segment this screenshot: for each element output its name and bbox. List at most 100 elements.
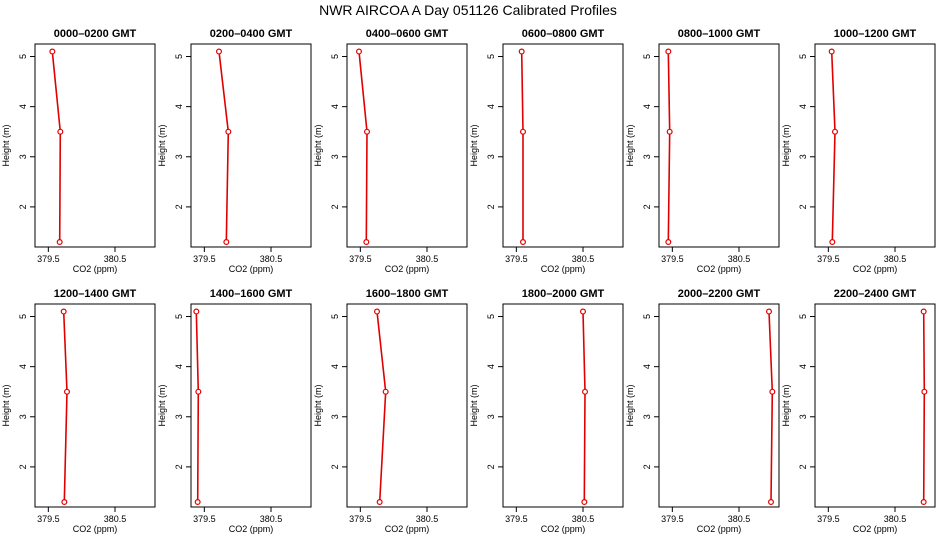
x-axis-label: CO2 (ppm) [73,264,118,274]
x-axis-label: CO2 (ppm) [385,264,430,274]
x-axis-label: CO2 (ppm) [73,524,118,534]
panel-title: 0400–0600 GMT [366,28,449,40]
y-tick-label: 4 [486,364,496,369]
data-point [194,498,201,505]
y-tick-label: 3 [174,154,184,159]
x-axis-label: CO2 (ppm) [229,524,274,534]
y-tick-label: 2 [330,464,340,469]
data-point [666,128,673,135]
x-axis-label: CO2 (ppm) [385,524,430,534]
y-axis-label: Height (m) [625,124,635,166]
y-tick-label: 2 [486,204,496,209]
data-point [519,238,526,245]
profile-line [218,51,230,243]
x-tick-label: 379.5 [349,254,372,264]
profile-line [62,311,68,503]
x-tick-label: 379.5 [505,514,528,524]
profile-line [768,311,774,503]
y-axis-label: Height (m) [781,124,791,166]
profile-line [582,311,586,503]
y-tick-label: 3 [642,154,652,159]
y-axis-label: Height (m) [625,384,635,426]
y-tick-label: 4 [330,364,340,369]
y-tick-label: 4 [798,364,808,369]
x-tick-label: 380.5 [572,254,595,264]
y-tick-label: 5 [486,54,496,59]
data-point [581,498,588,505]
y-tick-label: 5 [798,314,808,319]
profile-panel: 2200–2400 GMT 379.5 380.5 2 3 4 5 CO2 (ppm) Heig… [781,288,936,534]
y-tick-label: 5 [18,314,28,319]
y-tick-label: 3 [798,414,808,419]
x-tick-label: 380.5 [728,514,751,524]
x-tick-label: 379.5 [349,514,372,524]
y-tick-label: 5 [174,54,184,59]
x-tick-label: 379.5 [817,514,840,524]
profile-line [667,51,671,243]
panel-title: 0000–0200 GMT [54,28,137,40]
x-tick-label: 380.5 [884,254,907,264]
figure-title: NWR AIRCOA A Day 051126 Calibrated Profi… [319,2,617,18]
data-point [769,388,776,395]
y-axis-label: Height (m) [1,124,11,166]
panel-title: 0800–1000 GMT [678,28,761,40]
y-axis-label: Height (m) [469,124,479,166]
y-axis-label: Height (m) [469,384,479,426]
x-axis-label: CO2 (ppm) [541,264,586,274]
y-tick-label: 5 [642,54,652,59]
y-axis-label: Height (m) [313,124,323,166]
y-tick-label: 3 [798,154,808,159]
data-point [518,48,525,55]
data-point [60,308,67,315]
profile-panel: 0800–1000 GMT 379.5 380.5 2 3 4 5 CO2 (ppm) Heig… [625,28,780,274]
y-tick-label: 5 [642,314,652,319]
data-point [921,388,928,395]
x-tick-label: 379.5 [661,514,684,524]
data-point [374,308,381,315]
data-point [57,128,64,135]
x-axis-label: CO2 (ppm) [697,264,742,274]
profile-panel: 1000–1200 GMT 379.5 380.5 2 3 4 5 CO2 (ppm) Heig… [781,28,936,274]
y-tick-label: 3 [174,414,184,419]
y-tick-label: 4 [798,104,808,109]
x-tick-label: 379.5 [37,514,60,524]
data-point [581,388,588,395]
y-tick-label: 4 [18,104,28,109]
y-tick-label: 5 [330,54,340,59]
data-point [829,238,836,245]
x-tick-label: 379.5 [505,254,528,264]
x-axis-label: CO2 (ppm) [697,524,742,534]
profile-line [51,51,62,243]
panel-title: 1200–1400 GMT [54,288,137,300]
profile-panel: 0400–0600 GMT 379.5 380.5 2 3 4 5 CO2 (ppm) Heig… [313,28,468,274]
profile-panel: 2000–2200 GMT 379.5 380.5 2 3 4 5 CO2 (ppm) Heig… [625,288,780,534]
x-tick-label: 380.5 [416,254,439,264]
panel-title: 0600–0800 GMT [522,28,605,40]
profile-panel: 1200–1400 GMT 379.5 380.5 2 3 4 5 CO2 (ppm) Heig… [1,288,156,534]
y-tick-label: 3 [18,414,28,419]
panel-title: 0200–0400 GMT [210,28,293,40]
y-axis-label: Height (m) [313,384,323,426]
data-point [765,308,772,315]
y-tick-label: 4 [486,104,496,109]
data-point [665,238,672,245]
panel-title: 1400–1600 GMT [210,288,293,300]
data-point [382,388,389,395]
y-tick-label: 5 [18,54,28,59]
x-tick-label: 380.5 [260,254,283,264]
y-tick-label: 4 [330,104,340,109]
y-tick-label: 3 [486,414,496,419]
plot-frame [34,303,156,508]
y-tick-label: 3 [18,154,28,159]
plot-frame [190,303,312,508]
y-tick-label: 3 [330,154,340,159]
y-tick-label: 2 [642,464,652,469]
data-point [364,128,371,135]
y-tick-label: 2 [642,204,652,209]
y-axis-label: Height (m) [157,384,167,426]
data-point [356,48,363,55]
x-axis-label: CO2 (ppm) [541,524,586,534]
profile-panel: 0000–0200 GMT 379.5 380.5 2 3 4 5 CO2 (ppm) Heig… [1,28,156,274]
profile-line [830,51,836,243]
panel-title: 2000–2200 GMT [678,288,761,300]
